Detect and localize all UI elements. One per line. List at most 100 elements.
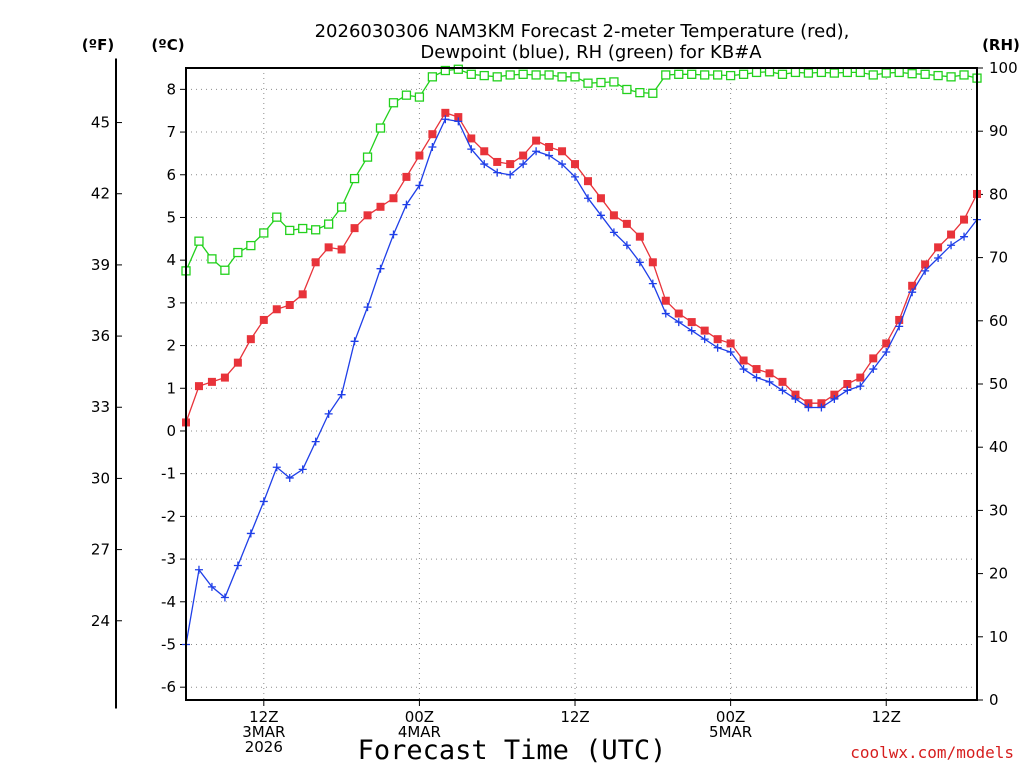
relative-humidity-point xyxy=(518,69,528,79)
celsius-tick-label: -5 xyxy=(161,635,176,653)
dewpoint-point xyxy=(635,258,644,267)
dewpoint-point xyxy=(882,347,891,356)
dewpoint-point xyxy=(376,264,385,273)
temperature-point xyxy=(583,177,592,186)
celsius-axis: -6 -5 -4 -3 -2 -1 0 1 2 3 4 5 6 7 8 xyxy=(161,80,186,696)
temperature-point xyxy=(856,373,865,382)
temperature-point xyxy=(441,108,450,117)
rh-axis: 0 10 20 30 40 50 60 70 80 90 100 xyxy=(977,59,1018,709)
relative-humidity-point xyxy=(414,92,425,102)
temperature-point xyxy=(454,113,463,122)
time-tick-label: 12Z xyxy=(872,708,901,726)
relative-humidity-point xyxy=(751,67,762,78)
rh-tick-label: 0 xyxy=(989,691,999,709)
chart-title-line-2: Dewpoint (blue), RH (green) for KB#A xyxy=(420,42,762,63)
temperature-point xyxy=(272,305,281,314)
relative-humidity-point xyxy=(868,70,878,80)
celsius-tick-label: 5 xyxy=(166,208,176,226)
dewpoint-point xyxy=(558,160,567,169)
dewpoint-point xyxy=(194,565,203,574)
fahrenheit-axis: 24 27 30 33 36 39 42 45 xyxy=(91,58,122,709)
relative-humidity-point xyxy=(803,68,814,78)
celsius-tick-label: 0 xyxy=(166,422,176,440)
temperature-point xyxy=(428,130,437,139)
dewpoint-point xyxy=(272,463,281,472)
dewpoint-line xyxy=(185,118,978,645)
time-tick-label: 2026 xyxy=(245,738,283,756)
dewpoint-point xyxy=(947,241,956,250)
rh-tick-label: 30 xyxy=(989,501,1008,519)
dewpoint-point xyxy=(298,465,307,474)
temperature-point xyxy=(596,194,605,203)
temperature-point xyxy=(947,230,956,239)
temperature-point xyxy=(402,172,411,181)
relative-humidity-point xyxy=(440,65,450,76)
fahrenheit-tick-label: 33 xyxy=(91,398,110,416)
dewpoint-point xyxy=(506,170,515,179)
dewpoint-point xyxy=(519,160,528,169)
temperature-point xyxy=(246,335,255,344)
time-tick-label: 00Z xyxy=(405,708,434,726)
temperature-point xyxy=(532,136,541,145)
time-tick-label: 00Z xyxy=(716,708,745,726)
relative-humidity-point xyxy=(648,88,658,98)
time-tick-label: 12Z xyxy=(249,708,278,726)
rh-tick-label: 80 xyxy=(989,185,1008,203)
temperature-point xyxy=(843,380,852,388)
dewpoint-point xyxy=(402,200,411,209)
fahrenheit-tick-label: 36 xyxy=(91,327,110,345)
dewpoint-point xyxy=(765,377,774,386)
temperature-point xyxy=(558,147,567,156)
dewpoint-point xyxy=(428,143,437,151)
relative-humidity-point xyxy=(388,98,399,108)
rh-tick-label: 50 xyxy=(989,375,1008,393)
rh-tick-label: 10 xyxy=(989,628,1008,646)
relative-humidity-point xyxy=(466,69,476,79)
relative-humidity-point xyxy=(531,70,541,80)
rh-tick-label: 60 xyxy=(989,312,1008,330)
dewpoint-point xyxy=(311,437,320,446)
temperature-point xyxy=(311,258,320,267)
relative-humidity-point xyxy=(427,72,438,82)
relative-humidity-point xyxy=(323,219,334,229)
temperature-point xyxy=(635,232,644,241)
temperature-point xyxy=(376,202,385,211)
dewpoint-point xyxy=(895,322,904,331)
relative-humidity-point xyxy=(375,123,386,133)
temperature-point xyxy=(622,219,631,228)
relative-humidity-point xyxy=(687,69,697,79)
relative-humidity-point xyxy=(713,70,723,80)
temperature-point xyxy=(726,339,735,348)
temperature-point xyxy=(259,315,268,324)
dewpoint-point xyxy=(480,160,489,169)
temperature-point xyxy=(908,281,917,290)
dewpoint-point xyxy=(830,394,839,403)
dewpoint-point xyxy=(791,394,800,403)
dewpoint-point xyxy=(259,497,268,506)
temperature-point xyxy=(609,211,618,220)
temperature-point xyxy=(713,335,722,344)
dewpoint-point xyxy=(921,266,930,275)
dewpoint-point xyxy=(843,386,852,395)
celsius-tick-label: 4 xyxy=(166,251,176,269)
dewpoint-point xyxy=(648,279,657,288)
temperature-point xyxy=(674,309,683,318)
chart-title-line-1: 2026030306 NAM3KM Forecast 2-meter Tempe… xyxy=(315,21,850,42)
fahrenheit-axis-unit: (ºF) xyxy=(82,36,114,54)
relative-humidity-point xyxy=(725,70,736,81)
dewpoint-point xyxy=(934,254,943,263)
relative-humidity-point xyxy=(583,78,593,88)
relative-humidity-point xyxy=(207,254,217,264)
temperature-point xyxy=(519,151,528,160)
dewpoint-point xyxy=(493,168,502,177)
relative-humidity-point xyxy=(194,236,204,246)
rh-tick-label: 40 xyxy=(989,438,1008,456)
temperature-point xyxy=(934,243,943,252)
temperature-point xyxy=(506,160,515,169)
relative-humidity-point xyxy=(401,90,412,100)
dewpoint-point xyxy=(817,403,826,412)
dewpoint-point xyxy=(441,115,450,124)
relative-humidity-point xyxy=(790,67,801,78)
celsius-axis-unit: (ºC) xyxy=(151,36,184,54)
dewpoint-point xyxy=(752,373,761,382)
